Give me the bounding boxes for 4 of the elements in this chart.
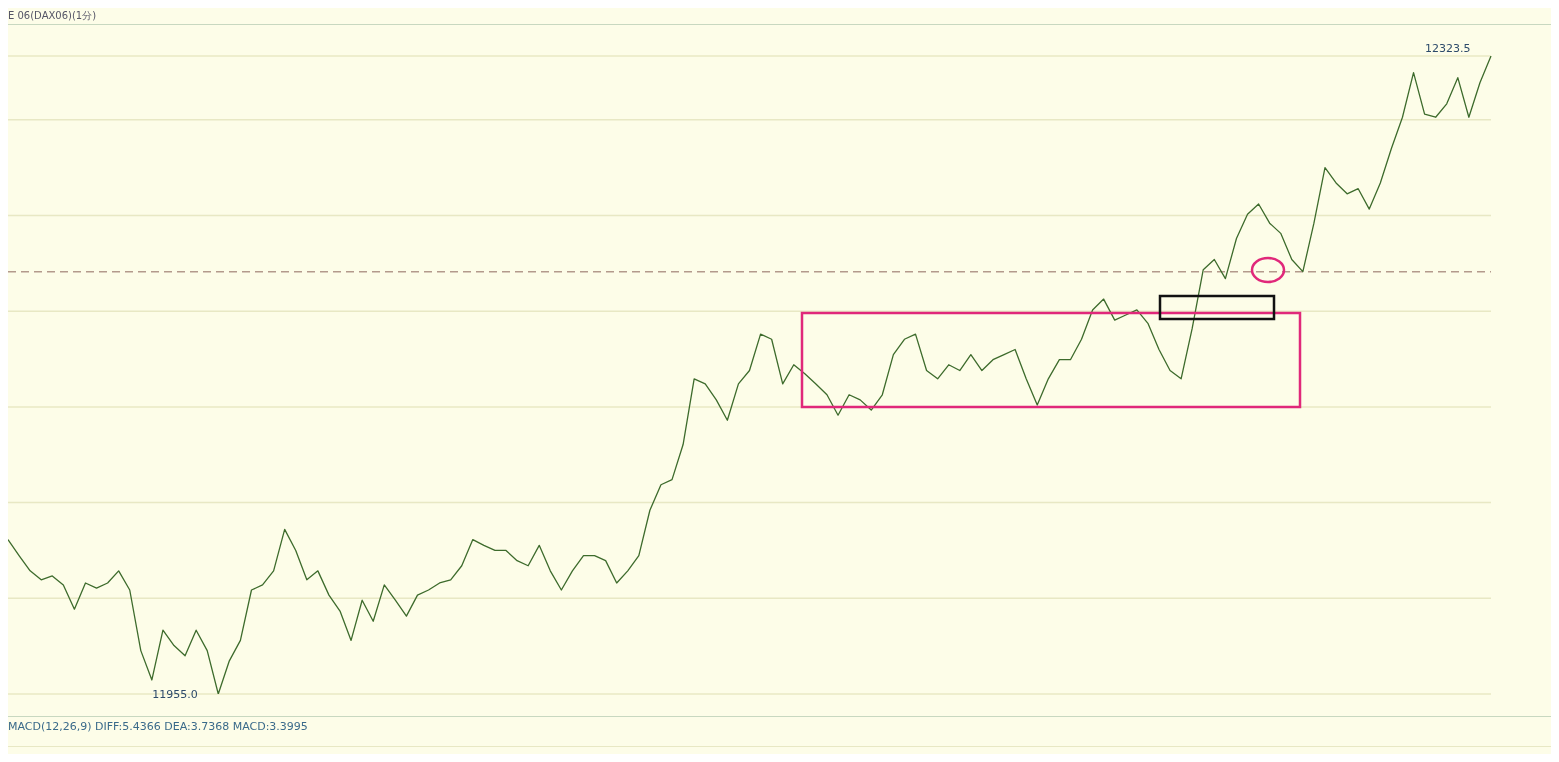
text: 12323.5: [1425, 42, 1471, 55]
text: MACD(12,26,9) DIFF:5.4366 DEA:3.7368 MACD:3.3995: [8, 720, 308, 733]
annotation: 11955.0: [152, 688, 198, 701]
chart-title: E 06(DAX06)(1分): [8, 8, 1551, 25]
